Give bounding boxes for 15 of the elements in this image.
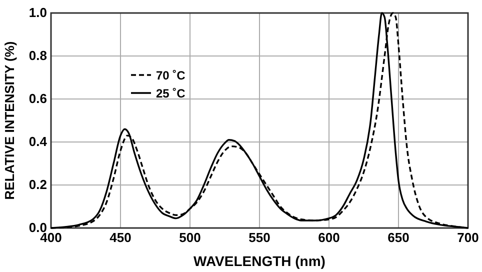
x-tick-label: 500: [179, 230, 201, 246]
y-tick-label: 0.2: [28, 177, 47, 192]
x-tick-label: 550: [248, 230, 270, 246]
y-tick-label: 0.8: [28, 48, 47, 64]
x-tick-label: 600: [318, 230, 340, 246]
y-tick-label: 0.4: [28, 134, 48, 150]
x-tick-label: 650: [388, 230, 410, 246]
x-axis-title: WAVELENGTH (nm): [194, 253, 326, 269]
x-tick-label: 700: [457, 230, 479, 246]
y-tick-label: 1.0: [28, 5, 47, 20]
x-tick-label: 450: [110, 230, 132, 246]
legend-label: 25 ˚C: [156, 86, 186, 100]
y-tick-label: 0.6: [28, 91, 47, 106]
legend-label: 70 ˚C: [156, 68, 186, 82]
y-axis-title: RELATIVE INTENSITY (%): [2, 41, 17, 200]
